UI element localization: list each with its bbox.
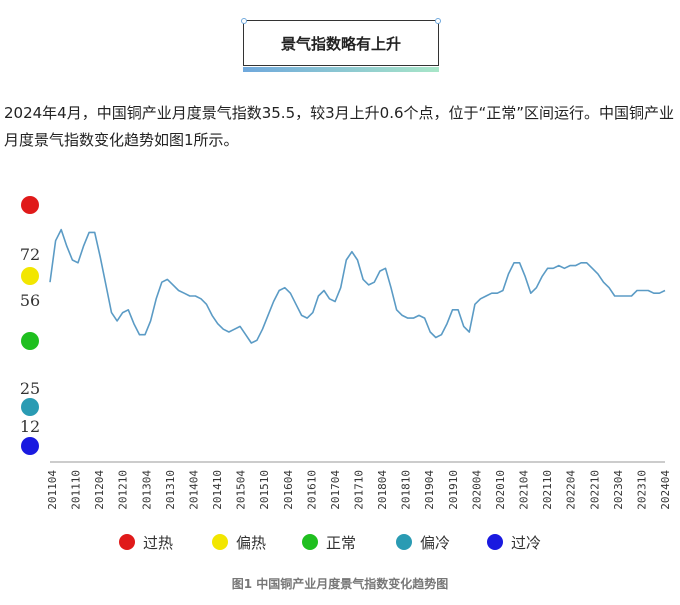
zone-marker [21,332,39,350]
x-tick-label: 201804 [376,470,389,510]
heading-underline-bar [243,67,439,72]
x-tick-label: 201910 [447,470,460,510]
legend-label: 偏冷 [420,534,450,552]
x-tick-label: 201310 [164,470,177,510]
section-heading: 景气指数略有上升 [280,34,401,53]
x-tick-label: 201304 [140,470,153,510]
section-heading-box: 景气指数略有上升 [241,18,441,72]
x-tick-label: 202210 [588,470,601,510]
x-tick-label: 202004 [470,470,483,510]
x-tick-label: 201210 [117,470,130,510]
x-tick-label: 201504 [235,470,248,510]
zone-marker [21,398,39,416]
x-tick-label: 201610 [305,470,318,510]
x-tick-label: 202110 [541,470,554,510]
zone-marker-overheat [21,196,39,214]
legend-swatch [212,534,228,550]
copper-index-chart: 72 56 25 12 201104 201110 201204 201210 201304 20… [20,196,672,552]
frame-corner-icon [241,18,247,24]
x-tick-label: 202404 [659,470,672,510]
legend-label: 过冷 [511,534,541,552]
figure-caption: 图1 中国铜产业月度景气指数变化趋势图 [231,577,449,591]
legend-label: 偏热 [236,534,266,552]
zone-threshold-label: 12 [20,417,40,436]
x-tick-label: 201904 [423,470,436,510]
summary-paragraph: 2024年4月，中国铜产业月度景气指数35.5，较3月上升0.6个点，位于“正常… [4,104,675,149]
x-tick-label: 202104 [518,470,531,510]
x-tick-label: 201104 [46,470,59,510]
zone-threshold-label: 56 [20,291,40,310]
x-tick-label: 201810 [400,470,413,510]
zone-threshold-label: 25 [20,379,40,398]
x-tick-label: 201110 [70,470,83,510]
zone-marker [21,267,39,285]
x-tick-label: 201404 [187,470,200,510]
x-tick-label: 201710 [353,470,366,510]
x-tick-label: 202204 [565,470,578,510]
legend-swatch [302,534,318,550]
section-heading-frame: 景气指数略有上升 [241,18,441,66]
frame-corner-icon [435,18,441,24]
x-tick-label: 202310 [635,470,648,510]
x-tick-label: 201204 [93,470,106,510]
legend-label: 正常 [326,534,356,552]
x-tick-label: 201410 [211,470,224,510]
zone-marker [21,437,39,455]
x-tick-label: 201704 [329,470,342,510]
index-series-line [49,228,666,344]
legend-swatch [487,534,503,550]
zone-threshold-label: 72 [20,245,40,264]
legend-swatch [396,534,412,550]
x-tick-label: 201510 [258,470,271,510]
x-tick-label: 202010 [494,470,507,510]
legend-swatch [119,534,135,550]
legend-label: 过热 [143,534,173,552]
x-tick-label: 201604 [282,470,295,510]
x-tick-label: 202304 [612,470,625,510]
